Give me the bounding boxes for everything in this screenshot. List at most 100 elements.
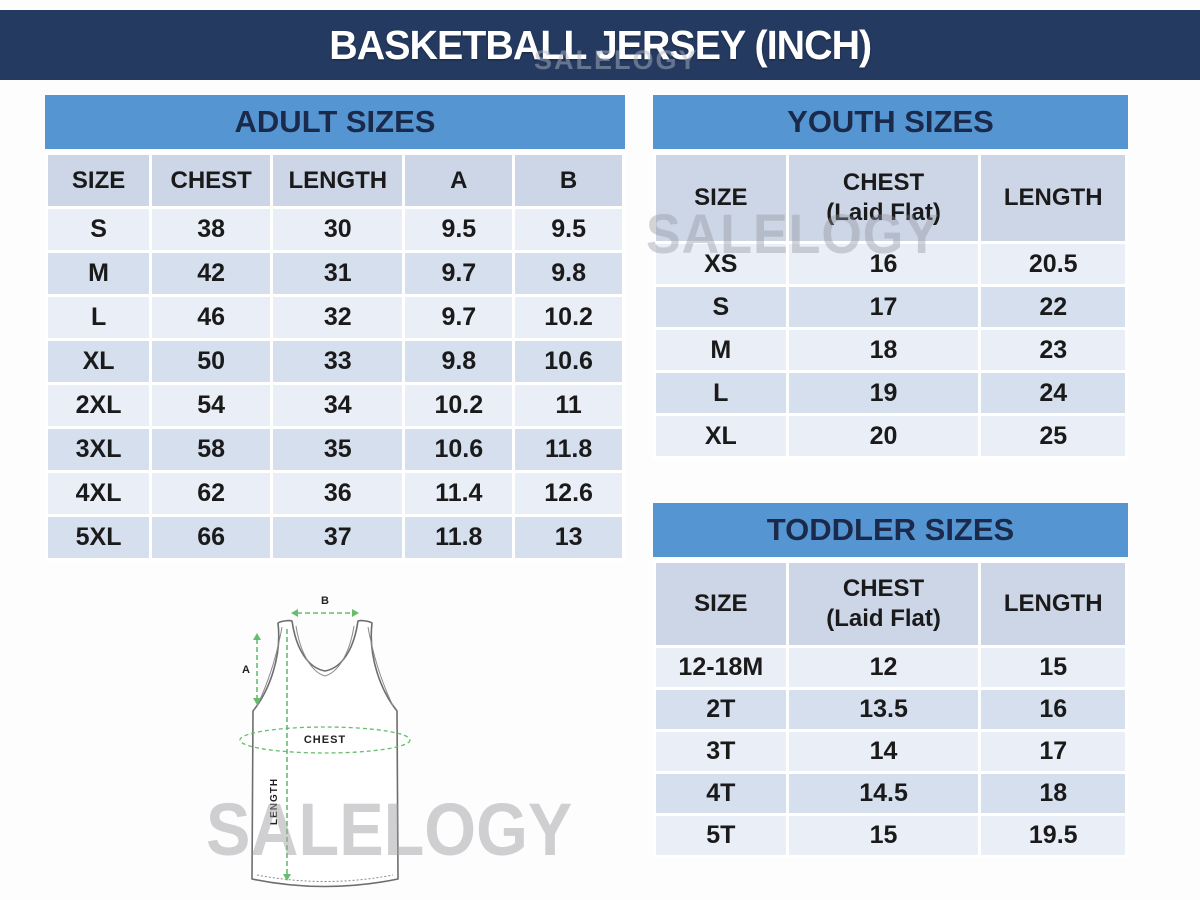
table-cell: 9.7 <box>402 294 516 341</box>
header-banner: BASKETBALL JERSEY (INCH) <box>0 10 1200 80</box>
table-row: 5T 15 19.5 <box>653 813 1128 858</box>
table-row: 2T 13.5 16 <box>653 687 1128 732</box>
table-cell: 17 <box>785 284 982 330</box>
jersey-trim-lines <box>256 625 394 882</box>
table-cell: 23 <box>978 327 1128 373</box>
table-cell: XL <box>44 338 153 385</box>
table-cell: 9.8 <box>512 250 625 297</box>
table-cell: 32 <box>270 294 406 341</box>
table-cell: 4XL <box>44 470 153 517</box>
table-cell: 42 <box>149 250 274 297</box>
column-header: LENGTH <box>270 152 406 209</box>
table-cell: 20 <box>785 413 982 459</box>
length-label: LENGTH <box>269 778 280 825</box>
column-header-row: SIZE CHEST (Laid Flat) LENGTH <box>653 560 1128 648</box>
column-header: LENGTH <box>978 152 1128 244</box>
column-header-row: SIZE CHEST (Laid Flat) LENGTH <box>653 152 1128 244</box>
table-cell: 66 <box>149 514 274 561</box>
table-cell: 12 <box>785 645 982 690</box>
table-cell: 15 <box>785 813 982 858</box>
table-cell: L <box>44 294 153 341</box>
table-row: 4T 14.5 18 <box>653 771 1128 816</box>
chest-label-backing <box>302 731 348 746</box>
table-cell: S <box>653 284 789 330</box>
column-header: SIZE <box>44 152 153 209</box>
table-row: 5XL 66 37 11.8 13 <box>44 514 625 561</box>
table-cell: 14 <box>785 729 982 774</box>
table-cell: 9.5 <box>402 206 516 253</box>
table-cell: 13 <box>512 514 625 561</box>
table-cell: 25 <box>978 413 1128 459</box>
table-cell: 62 <box>149 470 274 517</box>
table-cell: 3XL <box>44 426 153 473</box>
table-cell: 10.6 <box>402 426 516 473</box>
table-row: 12-18M 12 15 <box>653 645 1128 690</box>
table-cell: 36 <box>270 470 406 517</box>
table-cell: 11.4 <box>402 470 516 517</box>
column-header-row: SIZE CHEST LENGTH A B <box>44 152 625 209</box>
table-row: M 42 31 9.7 9.8 <box>44 250 625 297</box>
a-label: A <box>242 664 250 676</box>
table-row: S 38 30 9.5 9.5 <box>44 206 625 253</box>
table-cell: XS <box>653 241 789 287</box>
table-row: 2XL 54 34 10.2 11 <box>44 382 625 429</box>
column-header: A <box>402 152 516 209</box>
toddler-sizes-table: TODDLER SIZES SIZE CHEST (Laid Flat) LENGT… <box>653 503 1128 858</box>
column-header: CHEST (Laid Flat) <box>785 560 982 648</box>
table-cell: 58 <box>149 426 274 473</box>
youth-sizes-grid: SIZE CHEST (Laid Flat) LENGTH XS 16 20.5 S 17 22… <box>653 152 1128 459</box>
table-cell: XL <box>653 413 789 459</box>
adult-sizes-table: ADULT SIZES SIZE CHEST LENGTH A B S 38 30 9.5 9.5… <box>44 95 625 561</box>
table-cell: 12-18M <box>653 645 789 690</box>
table-cell: 22 <box>978 284 1128 330</box>
table-cell: 11.8 <box>402 514 516 561</box>
table-cell: 10.2 <box>512 294 625 341</box>
table-row: L 46 32 9.7 10.2 <box>44 294 625 341</box>
page-title: BASKETBALL JERSEY (INCH) <box>329 21 872 68</box>
table-cell: 46 <box>149 294 274 341</box>
table-row: 3XL 58 35 10.6 11.8 <box>44 426 625 473</box>
table-row: M 18 23 <box>653 327 1128 373</box>
table-cell: M <box>44 250 153 297</box>
table-cell: 16 <box>785 241 982 287</box>
table-cell: 34 <box>270 382 406 429</box>
table-cell: 12.6 <box>512 470 625 517</box>
youth-sizes-title: YOUTH SIZES <box>653 95 1128 149</box>
table-row: 4XL 62 36 11.4 12.6 <box>44 470 625 517</box>
table-row: XL 20 25 <box>653 413 1128 459</box>
measurement-lines <box>239 612 411 875</box>
chest-label: CHEST <box>304 734 346 746</box>
table-cell: 15 <box>978 645 1128 690</box>
table-row: 3T 14 17 <box>653 729 1128 774</box>
table-cell: 16 <box>978 687 1128 732</box>
column-header: LENGTH <box>978 560 1128 648</box>
table-cell: 10.6 <box>512 338 625 385</box>
measurement-labels: B A CHEST LENGTH <box>242 595 346 825</box>
table-cell: 4T <box>653 771 789 816</box>
table-cell: 2T <box>653 687 789 732</box>
table-cell: 50 <box>149 338 274 385</box>
column-header: SIZE <box>653 152 789 244</box>
table-cell: L <box>653 370 789 416</box>
table-row: S 17 22 <box>653 284 1128 330</box>
table-cell: 38 <box>149 206 274 253</box>
table-cell: 37 <box>270 514 406 561</box>
table-cell: S <box>44 206 153 253</box>
table-cell: 17 <box>978 729 1128 774</box>
table-row: XL 50 33 9.8 10.6 <box>44 338 625 385</box>
table-cell: 19.5 <box>978 813 1128 858</box>
table-cell: M <box>653 327 789 373</box>
column-header: SIZE <box>653 560 789 648</box>
b-label: B <box>321 595 329 607</box>
table-cell: 2XL <box>44 382 153 429</box>
table-cell: 9.7 <box>402 250 516 297</box>
table-cell: 19 <box>785 370 982 416</box>
table-cell: 5XL <box>44 514 153 561</box>
table-row: L 19 24 <box>653 370 1128 416</box>
table-cell: 11 <box>512 382 625 429</box>
table-cell: 20.5 <box>978 241 1128 287</box>
youth-sizes-table: YOUTH SIZES SIZE CHEST (Laid Flat) LENGTH X… <box>653 95 1128 459</box>
table-cell: 54 <box>149 382 274 429</box>
table-row: XS 16 20.5 <box>653 241 1128 287</box>
